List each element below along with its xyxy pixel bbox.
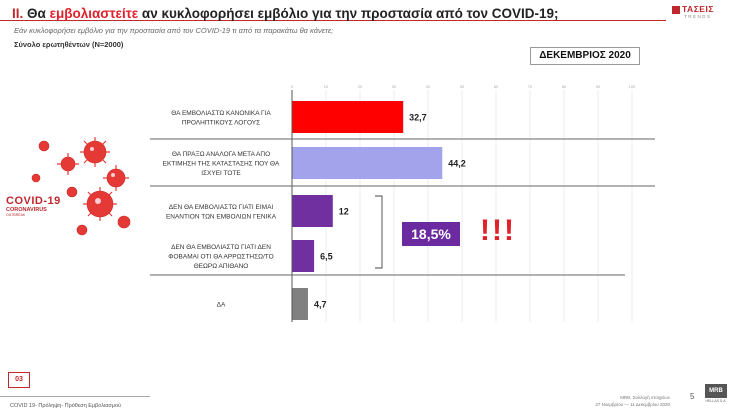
data-label: 4,7 xyxy=(314,300,327,310)
data-label: 6,5 xyxy=(320,252,333,262)
category-label-line: ΦΟΒΑΜΑΙ ΟΤΙ ΘΑ ΑΡΡΩΣΤΗΣΩ/ΤΟ xyxy=(168,254,273,261)
page-number: 5 xyxy=(690,392,695,401)
data-label: 12 xyxy=(339,207,349,217)
logo-name: ΤΑΣΕΙΣ xyxy=(682,4,714,14)
covid-line3: OUTBREAK xyxy=(6,213,26,217)
category-label: ΔΕΝ ΘΑ ΕΜΒΟΛΙΑΣΤΩ ΓΙΑΤΙ ΔΕΝ ΦΟΒΑΜΑΙ ΟΤΙ Θ… xyxy=(168,244,273,270)
x-tick-label: 100 xyxy=(629,84,636,89)
category-label-line: ΘΑ ΠΡΑΞΩ ΑΝΑΛΟΓΑ ΜΕΤΑ ΑΠΟ xyxy=(172,151,270,158)
x-tick-label: 80 xyxy=(562,84,567,89)
x-tick-label: 20 xyxy=(358,84,363,89)
credits-line2: 27 Νοεμβρίου — 11 Δεκεμβρίου 2020 xyxy=(595,402,670,407)
bar xyxy=(292,147,443,179)
category-label-line: ΙΣΧΥΕΙ ΤΟΤΕ xyxy=(201,170,241,177)
credits-line1: MRB, Συλλογή στοιχείων xyxy=(620,395,670,400)
bracket-line xyxy=(375,195,383,269)
category-label-line: ΕΝΑΝΤΙΟΝ ΤΩΝ ΕΜΒΟΛΙΩΝ ΓΕΝΙΚΑ xyxy=(166,213,277,220)
date-label: ΔΕΚΕΜΒΡΙΟΣ 2020 xyxy=(530,47,640,65)
category-label-line: ΔΕΝ ΘΑ ΕΜΒΟΛΙΑΣΤΩ ΓΙΑΤΙ ΔΕΝ xyxy=(171,244,271,251)
virus-icon xyxy=(31,140,131,236)
header-rule xyxy=(0,20,666,21)
footer-text: COVID 19- Πρόληψη- Πρόθεση Εμβολιασμού xyxy=(10,403,122,409)
x-tick-label: 30 xyxy=(392,84,397,89)
mrb-logo: MRB xyxy=(705,384,727,398)
data-label: 32,7 xyxy=(409,113,427,123)
exclamation-marks: !!! xyxy=(480,214,516,247)
footer-rule xyxy=(0,396,150,397)
bracket-total-badge: 18,5% xyxy=(402,222,460,246)
category-label-line: ΔΕΝ ΘΑ ΕΜΒΟΛΙΑΣΤΩ ΓΙΑΤΙ ΕΙΜΑΙ xyxy=(169,204,274,211)
covid-line2: CORONAVIRUS xyxy=(6,207,47,213)
title-pre: Θα xyxy=(23,6,50,21)
category-label-line: ΘΑ ΕΜΒΟΛΙΑΣΤΩ ΚΑΝΟΝΙΚΑ ΓΙΑ xyxy=(171,110,271,117)
bar xyxy=(292,101,404,133)
category-label-line: ΕΚΤΙΜΗΣΗ ΤΗΣ ΚΑΤΑΣΤΑΣΗΣ ΠΟΥ ΘΑ xyxy=(163,161,280,168)
category-label: ΘΑ ΕΜΒΟΛΙΑΣΤΩ ΚΑΝΟΝΙΚΑ ΓΙΑ ΠΡΟΛΗΠΤΙΚΟΥΣ Λ… xyxy=(171,110,271,127)
x-tick-label: 60 xyxy=(494,84,499,89)
sample-size: Σύνολο ερωτηθέντων (N=2000) xyxy=(14,40,124,49)
section-number: 03 xyxy=(8,372,30,388)
category-label-line: ΔΑ xyxy=(217,302,226,309)
page-title: ΙΙ. Θα εμβολιαστείτε αν κυκλοφορήσει εμβ… xyxy=(12,6,559,21)
title-number: ΙΙ. xyxy=(12,6,24,21)
category-label-line: ΘΕΩΡΩ ΑΠΙΘΑΝΟ xyxy=(194,263,249,270)
bar xyxy=(292,240,315,272)
x-tick-label: 50 xyxy=(460,84,465,89)
logo-sub: TRENDS xyxy=(684,14,712,19)
x-tick-label: 10 xyxy=(324,84,329,89)
footer-credits: MRB, Συλλογή στοιχείων 27 Νοεμβρίου — 11… xyxy=(595,394,670,408)
x-tick-label: 70 xyxy=(528,84,533,89)
title-post: αν κυκλοφορήσει εμβόλιο για την προστασί… xyxy=(138,6,559,21)
logo-mark-icon xyxy=(672,6,680,14)
covid-virus-image xyxy=(0,134,135,242)
category-label: ΔΑ xyxy=(217,302,226,309)
bar xyxy=(292,195,333,227)
page-subtitle: Εάν κυκλοφορήσει εμβόλιο για την προστασ… xyxy=(14,26,334,35)
covid-logo-text: COVID-19 CORONAVIRUS OUTBREAK xyxy=(6,195,61,217)
covid-line1: COVID-19 xyxy=(6,195,61,207)
category-label-line: ΠΡΟΛΗΠΤΙΚΟΥΣ ΛΟΓΟΥΣ xyxy=(182,119,260,126)
mrb-logo-sub: HELLAS S.A. xyxy=(705,399,727,403)
x-tick-label: 90 xyxy=(596,84,601,89)
category-label: ΘΑ ΠΡΑΞΩ ΑΝΑΛΟΓΑ ΜΕΤΑ ΑΠΟ ΕΚΤΙΜΗΣΗ ΤΗΣ ΚΑ… xyxy=(163,151,280,177)
tasis-logo: ΤΑΣΕΙΣ TRENDS xyxy=(672,4,728,22)
data-label: 44,2 xyxy=(448,159,466,169)
title-highlight: εμβολιαστείτε xyxy=(49,6,139,21)
category-label: ΔΕΝ ΘΑ ΕΜΒΟΛΙΑΣΤΩ ΓΙΑΤΙ ΕΙΜΑΙ ΕΝΑΝΤΙΟΝ ΤΩ… xyxy=(166,204,277,221)
x-tick-label: 40 xyxy=(426,84,431,89)
x-tick-label: 0 xyxy=(291,84,294,89)
bar xyxy=(292,288,308,320)
